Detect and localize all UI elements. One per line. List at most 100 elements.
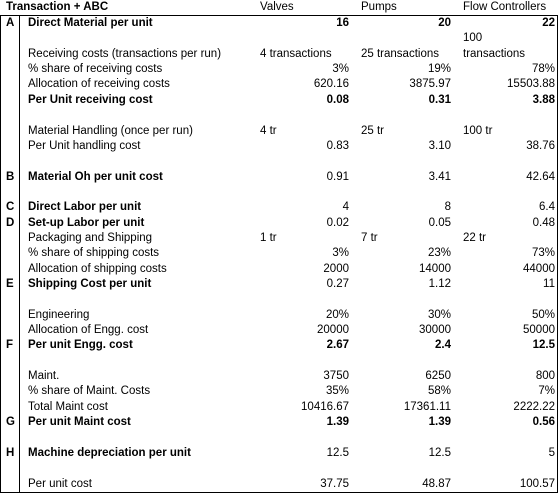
table-row: Receiving costs (transactions per run) 4 …	[0, 47, 558, 62]
cell-flow-controllers: 44000	[523, 262, 555, 275]
table-row: Material Handling (once per run) 4 tr 25 t…	[0, 124, 558, 139]
cell-flow-controllers: 11	[543, 277, 555, 290]
cell-flow-controllers: 73%	[531, 247, 555, 260]
cell-flow-controllers: 12.5	[532, 339, 555, 352]
table-title: Transaction + ABC	[6, 1, 109, 13]
cell-pumps: 2.4	[435, 339, 451, 352]
cell-flow-controllers: 15503.88	[507, 78, 555, 91]
cell-pumps: 25 tr	[361, 124, 385, 137]
table-row	[0, 185, 558, 200]
table-row: Allocation of Engg. cost 20000 30000 50000	[0, 323, 558, 338]
cell-pumps: 6250	[425, 370, 451, 383]
cell-flow-controllers: 100.57	[519, 477, 555, 490]
bottom-border	[0, 492, 558, 493]
table-row: A Direct Material per unit 16 20 22	[0, 16, 558, 31]
cell-pumps: 1.12	[428, 277, 451, 290]
cell-flow-controllers: 3.88	[532, 93, 555, 106]
cell-valves: 35%	[325, 385, 349, 398]
row-label: Allocation of receiving costs	[28, 78, 170, 91]
cell-valves: 3%	[332, 63, 349, 75]
table-row	[0, 108, 558, 123]
right-border	[557, 15, 558, 493]
cell-valves: 4	[342, 201, 349, 214]
cell-flow-controllers: 22	[542, 17, 555, 29]
cell-valves: 37.75	[320, 477, 349, 490]
row-code: A	[6, 17, 15, 29]
cell-valves: 3%	[332, 247, 349, 260]
row-code: B	[6, 170, 15, 183]
cell-flow-controllers: 100 tr	[463, 124, 493, 137]
cell-pumps: 3875.97	[409, 78, 451, 91]
row-label: Maint.	[28, 370, 60, 383]
cell-valves: 20%	[325, 308, 349, 321]
cell-pumps: 3.41	[428, 170, 451, 183]
row-label: Allocation of Engg. cost	[28, 324, 149, 336]
row-label: % share of receiving costs	[28, 63, 163, 75]
cell-pumps: 8	[444, 201, 451, 214]
row-code: H	[6, 446, 15, 459]
cell-pumps: 30000	[419, 324, 451, 336]
table-row: Allocation of shipping costs 2000 14000 440…	[0, 262, 558, 277]
cell-pumps: 17361.11	[403, 400, 451, 413]
cell-flow-controllers: 7%	[538, 385, 555, 398]
cell-pumps: 3.10	[428, 139, 451, 152]
row-label: Direct Labor per unit	[28, 201, 142, 214]
table-row	[0, 461, 558, 476]
cell-pumps: 20	[438, 17, 451, 29]
row-label: Per unit Maint cost	[28, 416, 131, 429]
row-label: Set-up Labor per unit	[28, 216, 145, 229]
cell-pumps: 0.05	[428, 216, 451, 229]
cell-pumps: 12.5	[428, 446, 451, 459]
cell-valves: 1.39	[326, 416, 349, 429]
table-row: % share of shipping costs 3% 23% 73%	[0, 246, 558, 261]
row-code: C	[6, 201, 15, 214]
table-row	[0, 154, 558, 169]
table-row: G Per unit Maint cost 1.39 1.39 0.56	[0, 415, 558, 430]
cell-pumps: 7 tr	[361, 231, 378, 244]
cell-pumps: 58%	[427, 385, 451, 398]
table-row	[0, 354, 558, 369]
row-label: Engineering	[28, 308, 90, 321]
cell-flow-controllers: transactions	[463, 47, 526, 60]
cell-flow-controllers: 5	[548, 446, 555, 459]
cell-valves: 4 transactions	[260, 47, 332, 60]
row-label: % share of Maint. Costs	[28, 385, 151, 398]
row-label: % share of shipping costs	[28, 247, 160, 260]
cell-flow-controllers: 42.64	[526, 170, 555, 183]
cell-pumps: 30%	[427, 308, 451, 321]
table-row: Maint. 3750 6250 800	[0, 369, 558, 384]
cell-flow-controllers: 800	[535, 370, 555, 383]
table-row: Per unit cost 37.75 48.87 100.57	[0, 477, 558, 492]
cell-valves: 12.5	[326, 446, 349, 459]
table-row	[0, 430, 558, 445]
table-row: H Machine depreciation per unit 12.5 12.5 5	[0, 446, 558, 461]
row-label: Receiving costs (transactions per run)	[28, 47, 222, 60]
cell-valves: 4 tr	[260, 124, 277, 137]
row-label: Allocation of shipping costs	[28, 262, 167, 275]
row-code: G	[6, 416, 15, 429]
cell-pumps: 14000	[419, 262, 451, 275]
cell-pumps: 23%	[427, 247, 451, 260]
table-row: Per Unit receiving cost 0.08 0.31 3.88	[0, 93, 558, 108]
cell-valves: 2000	[323, 262, 349, 275]
table-row: % share of receiving costs 3% 19% 78%	[0, 62, 558, 77]
row-label: Material Oh per unit cost	[28, 170, 163, 183]
cell-flow-controllers: 100	[463, 32, 483, 45]
cell-valves: 0.27	[326, 277, 349, 290]
table-row: Per Unit handling cost 0.83 3.10 38.76	[0, 139, 558, 154]
table-row: Engineering 20% 30% 50%	[0, 308, 558, 323]
row-label: Per Unit handling cost	[28, 139, 141, 152]
table-row: B Material Oh per unit cost 0.91 3.41 42.64	[0, 170, 558, 185]
table-row: Packaging and Shipping 1 tr 7 tr 22 tr	[0, 231, 558, 246]
row-label: Shipping Cost per unit	[28, 277, 152, 290]
code-column-divider	[19, 15, 20, 493]
table-row: E Shipping Cost per unit 0.27 1.12 11	[0, 277, 558, 292]
cell-flow-controllers: 78%	[531, 63, 555, 75]
column-header-valves: Valves	[260, 1, 294, 13]
row-label: Machine depreciation per unit	[28, 446, 191, 459]
cell-pumps: 48.87	[422, 477, 451, 490]
column-header-flow-controllers: Flow Controllers	[463, 1, 547, 13]
cell-valves: 10416.67	[301, 400, 349, 413]
row-label: Direct Material per unit	[28, 17, 153, 29]
